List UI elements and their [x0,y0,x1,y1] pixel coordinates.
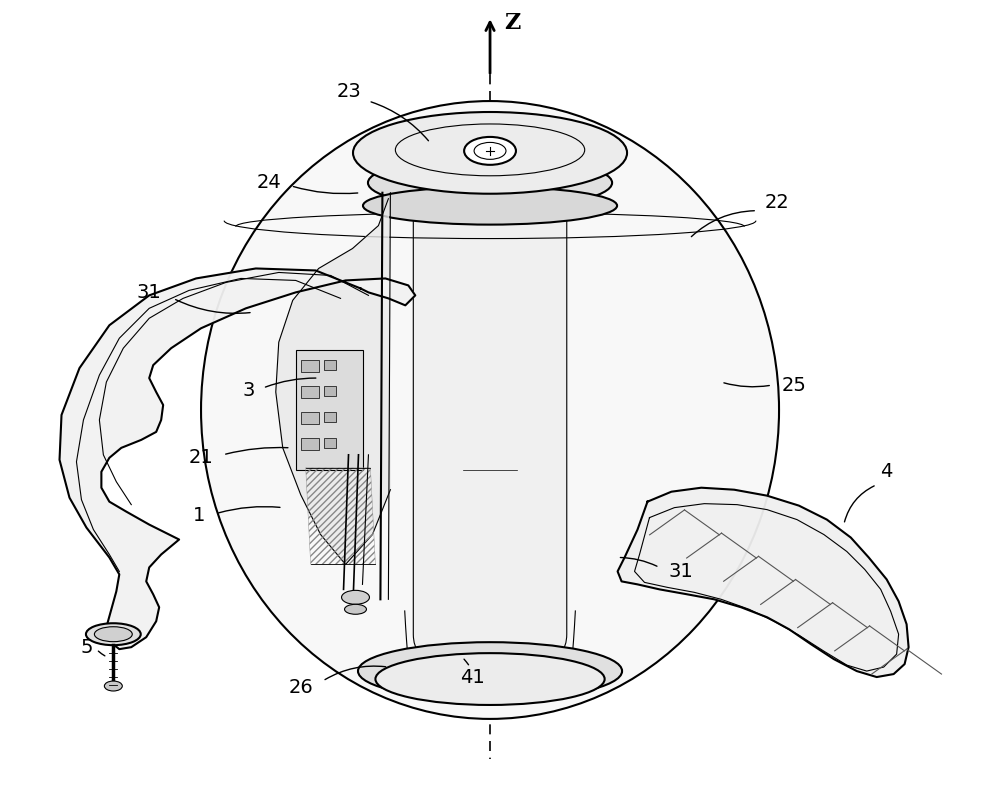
Bar [324,386,336,396]
Text: 4: 4 [880,462,893,481]
Ellipse shape [94,627,132,642]
Bar [301,412,319,424]
Bar [301,386,319,398]
Bar [324,412,336,422]
Text: 1: 1 [193,506,205,525]
Text: 23: 23 [336,82,361,101]
Text: 31: 31 [137,283,162,302]
Bar [301,438,319,449]
Ellipse shape [345,604,366,614]
Bar [324,438,336,448]
Text: 41: 41 [460,667,484,687]
Text: 5: 5 [80,638,93,657]
Text: 21: 21 [189,449,213,467]
Bar [296,350,363,470]
Text: Z: Z [504,12,520,35]
Ellipse shape [104,681,122,691]
Bar [301,360,319,372]
Ellipse shape [86,623,141,645]
Ellipse shape [368,157,612,209]
Text: 3: 3 [243,381,255,399]
FancyBboxPatch shape [413,186,567,659]
Ellipse shape [464,137,516,165]
Text: 25: 25 [782,375,806,395]
Ellipse shape [342,591,369,604]
Text: 31: 31 [669,562,694,581]
Ellipse shape [375,653,605,705]
Text: 26: 26 [288,678,313,696]
Polygon shape [60,269,415,649]
Ellipse shape [358,642,622,700]
Text: 24: 24 [256,174,281,192]
Ellipse shape [363,186,617,224]
Polygon shape [618,487,909,677]
Polygon shape [276,199,390,564]
Text: 22: 22 [765,193,789,212]
Bar [324,360,336,370]
Ellipse shape [353,112,627,194]
Ellipse shape [201,101,779,719]
